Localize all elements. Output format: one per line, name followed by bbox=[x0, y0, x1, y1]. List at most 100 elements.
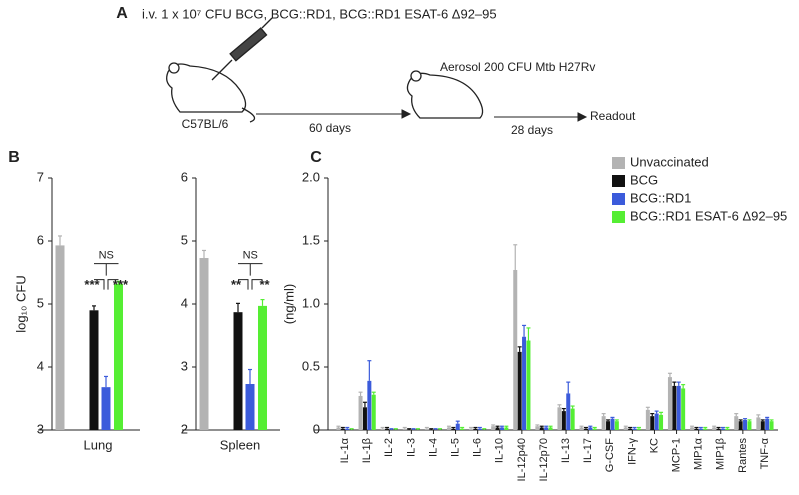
bar bbox=[632, 428, 637, 430]
bar bbox=[55, 245, 65, 430]
bar bbox=[446, 427, 451, 430]
bar bbox=[455, 423, 460, 430]
bar bbox=[513, 269, 518, 430]
legend-label: BCG::RD1 bbox=[630, 190, 691, 205]
bar bbox=[614, 421, 619, 430]
y-tick-label: 6 bbox=[181, 169, 188, 184]
y-tick-label: 2 bbox=[181, 421, 188, 436]
x-tick-label: IL-17 bbox=[582, 438, 594, 463]
bar bbox=[765, 418, 770, 430]
bar bbox=[358, 395, 363, 430]
x-tick-label: MIP1α bbox=[693, 437, 705, 470]
bracket bbox=[94, 263, 119, 276]
bar bbox=[676, 385, 681, 430]
bar bbox=[760, 421, 765, 430]
x-tick-label: TNF-α bbox=[759, 437, 771, 469]
significance-label: ** bbox=[259, 277, 270, 292]
strain-label: C57BL/6 bbox=[182, 117, 229, 131]
challenge-text: Aerosol 200 CFU Mtb H27Rv bbox=[440, 60, 595, 74]
bar bbox=[743, 419, 748, 430]
legend-swatch bbox=[612, 175, 625, 187]
bar bbox=[258, 305, 267, 430]
bar bbox=[557, 407, 562, 430]
bar bbox=[371, 394, 376, 430]
significance-label: NS bbox=[99, 250, 114, 262]
bar bbox=[362, 407, 367, 430]
bar bbox=[340, 428, 345, 430]
interval-label: 60 days bbox=[309, 121, 351, 135]
bar bbox=[517, 351, 522, 430]
bar bbox=[402, 428, 407, 430]
bar bbox=[659, 414, 664, 430]
bar bbox=[233, 312, 243, 430]
legend-swatch bbox=[612, 193, 625, 205]
x-tick-label: MCP-1 bbox=[670, 438, 682, 472]
bar bbox=[592, 428, 597, 430]
significance-label: *** bbox=[84, 277, 100, 292]
bar bbox=[720, 428, 725, 430]
x-tick-label: IFN-γ bbox=[626, 438, 638, 465]
bar bbox=[424, 428, 429, 430]
x-tick-label: MIP1β bbox=[715, 438, 727, 470]
x-tick-label: IL-6 bbox=[472, 438, 484, 457]
mouse-1 bbox=[166, 62, 256, 123]
bar bbox=[451, 428, 456, 430]
x-tick-label: IL-3 bbox=[405, 438, 417, 457]
bar bbox=[623, 427, 628, 430]
x-tick-label: G-CSF bbox=[604, 438, 616, 473]
bar bbox=[522, 336, 527, 430]
bar bbox=[690, 427, 695, 430]
x-tick-label: KC bbox=[648, 438, 660, 453]
bar bbox=[504, 427, 509, 430]
bar bbox=[756, 417, 761, 430]
significance-label: *** bbox=[113, 277, 129, 292]
bar bbox=[650, 416, 655, 430]
syringe bbox=[211, 17, 273, 81]
bar bbox=[380, 428, 385, 430]
y-tick-label: 1.5 bbox=[302, 232, 320, 247]
y-tick-label: 5 bbox=[37, 295, 44, 310]
bar bbox=[747, 421, 752, 430]
bar bbox=[460, 428, 465, 430]
x-tick-label: IL-2 bbox=[383, 438, 395, 457]
x-tick-label: IL-12p40 bbox=[516, 438, 528, 481]
y-tick-label: 0.5 bbox=[302, 358, 320, 373]
bracket bbox=[94, 279, 119, 290]
bar bbox=[716, 428, 721, 430]
mouse-2 bbox=[406, 70, 484, 119]
legend-swatch bbox=[612, 157, 625, 169]
bar bbox=[495, 427, 500, 430]
bracket bbox=[238, 279, 263, 290]
x-tick-label: IL-4 bbox=[427, 438, 439, 457]
bar bbox=[579, 427, 584, 430]
bar bbox=[694, 428, 699, 430]
y-tick-label: 7 bbox=[37, 169, 44, 184]
x-tick-label: IL-12p70 bbox=[538, 438, 550, 481]
bar bbox=[526, 340, 531, 430]
y-tick-label: 5 bbox=[181, 232, 188, 247]
bracket bbox=[238, 263, 263, 276]
bar bbox=[769, 421, 774, 430]
y-tick-label: 0 bbox=[313, 421, 320, 436]
bar bbox=[89, 310, 99, 430]
x-tick-label: Lung bbox=[84, 437, 113, 452]
bar bbox=[499, 427, 504, 430]
y-axis-label: (ng/ml) bbox=[281, 284, 296, 324]
bar bbox=[738, 421, 743, 430]
bar bbox=[345, 428, 350, 430]
bar bbox=[583, 428, 588, 430]
legend-label: Unvaccinated bbox=[630, 154, 709, 169]
bar bbox=[548, 427, 553, 430]
bar bbox=[245, 384, 255, 430]
x-tick-label: IL-13 bbox=[560, 438, 572, 463]
bar bbox=[570, 408, 575, 430]
bar bbox=[114, 283, 123, 430]
legend-label: BCG::RD1 ESAT-6 Δ92–95 bbox=[630, 208, 787, 223]
bar bbox=[566, 393, 571, 430]
x-tick-label: IL-5 bbox=[449, 438, 461, 457]
bar bbox=[601, 416, 606, 430]
bar bbox=[588, 427, 593, 430]
bar bbox=[539, 427, 544, 430]
x-tick-label: Spleen bbox=[220, 437, 260, 452]
